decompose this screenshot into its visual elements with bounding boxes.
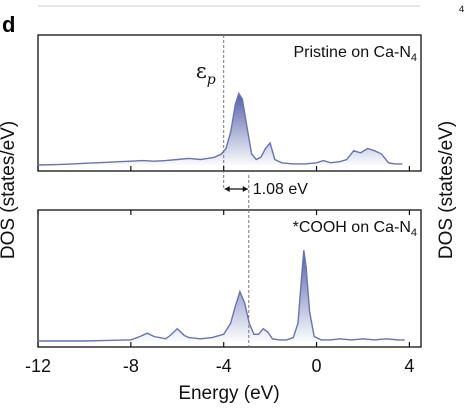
dos-line-0 [37,91,403,166]
x-tick-label: -12 [25,356,51,376]
panel-bottom-title: *COOH on Ca-N4 [293,219,417,239]
panel-label: d [2,12,15,37]
energy-gap-label: 1.08 eV [253,181,308,198]
dos-area-0 [38,93,403,165]
panel-bottom-curve [38,250,405,342]
x-axis-ticks: -12 -8 -4 0 4 [25,166,414,376]
dos-line-1 [38,250,405,342]
epsilon-p-label: εp [196,59,216,88]
panel-top-title: Pristine on Ca-N4 [294,44,418,64]
panel-bottom-frame [37,209,422,348]
top-right-fragment: ⁴ [458,3,465,20]
x-tick-label: -8 [123,356,139,376]
x-tick-label: 4 [404,356,414,376]
x-axis-title: Energy (eV) [178,383,279,404]
x-tick-label: -4 [216,356,232,376]
y-axis-title-left: DOS (states/eV) [0,121,19,259]
dos-area-1 [38,250,405,341]
x-tick-label: 0 [312,356,322,376]
energy-gap-annotation: 1.08 eV [224,181,308,198]
panel-top-curve [37,91,403,166]
y-axis-title-right: DOS (states/eV) [436,121,457,259]
panel-top-frame [37,34,422,172]
